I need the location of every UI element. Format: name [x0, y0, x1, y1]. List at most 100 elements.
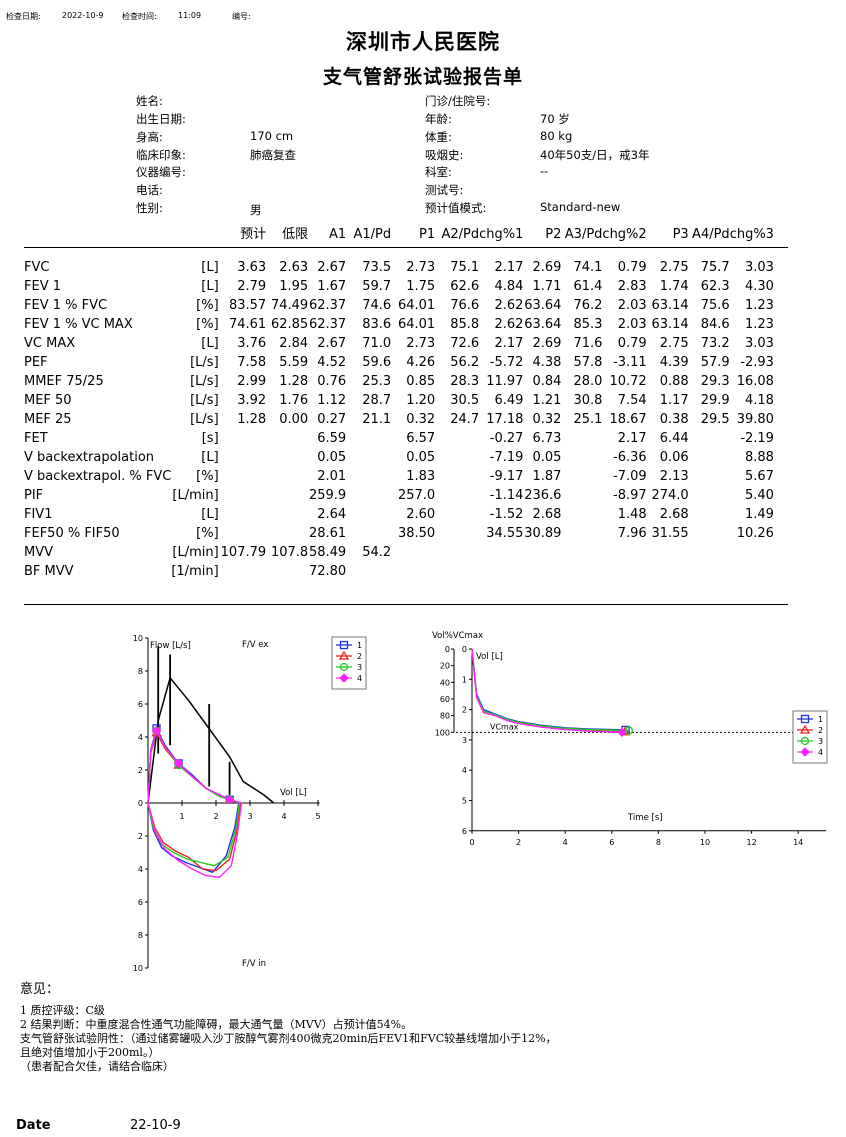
param-unit: [%] [196, 526, 219, 541]
legend-label: 4 [818, 748, 823, 757]
col-header: P1 [419, 226, 436, 242]
cell-value: 30.5 [450, 393, 480, 408]
cell-value: 0.88 [659, 374, 689, 389]
cell-value: 2.83 [617, 279, 647, 294]
x-tick-label: 1 [179, 812, 184, 821]
cell-value: 74.1 [573, 260, 603, 275]
param-name: FVC [24, 260, 50, 275]
table-row: VC MAX [L] 3.76 2.84 2.67 71.0 2.73 72.6 2.17 2.6… [24, 334, 774, 353]
table-top-divider [24, 247, 788, 248]
y-tick-label: 10 [133, 634, 143, 643]
percent-tick-label: 100 [435, 728, 450, 737]
cell-value: 3.63 [237, 260, 267, 275]
cell-value: 63.64 [524, 298, 562, 313]
series-marker [800, 714, 810, 724]
cell-value: 2.03 [617, 298, 647, 313]
y-tick-label: 1 [462, 675, 467, 684]
cell-value: 3.92 [237, 393, 267, 408]
param-name: MEF 50 [24, 393, 72, 408]
series-marker [224, 794, 235, 805]
cell-value: 4.30 [745, 279, 774, 294]
cell-value [391, 562, 435, 581]
param-unit: [L] [201, 336, 219, 351]
cell-value [561, 562, 602, 581]
percent-tick-label: 60 [440, 695, 450, 704]
param-unit: [L/s] [190, 412, 219, 427]
y-tick-label: 4 [462, 766, 467, 775]
cell-value: 1.71 [532, 279, 562, 294]
col-header: 预计 [240, 226, 267, 242]
cell-value: 56.2 [450, 355, 480, 370]
table-bottom-divider [24, 604, 788, 605]
cell-value: 0.32 [406, 412, 436, 427]
opinion-line: 且绝对值增加小于200ml。） [20, 1046, 160, 1059]
series-marker [339, 662, 349, 672]
cell-value: 10.26 [736, 526, 774, 541]
cell-value [435, 486, 479, 505]
x-tick-label: 3 [247, 812, 252, 821]
cell-value: 30.8 [573, 393, 603, 408]
legend-label: 2 [357, 652, 362, 661]
cell-value: 2.99 [237, 374, 267, 389]
cell-value: 74.49 [270, 298, 309, 313]
param-name: V backextrapolation [24, 450, 155, 465]
table-row: V backextrapol. % FVC [%] 2.01 1.83 -9.17 1.8… [24, 467, 774, 486]
legend-box [331, 636, 367, 690]
cell-value: 64.01 [397, 317, 436, 332]
cell-value: 25.3 [362, 374, 392, 389]
cell-value: 2.62 [494, 298, 524, 313]
x-tick-label: 12 [747, 838, 757, 847]
series-marker [800, 736, 810, 746]
check-time-label: 检查时间: [122, 12, 157, 21]
cell-value [346, 448, 391, 467]
series-marker [624, 726, 633, 735]
height-label: 身高: [136, 130, 163, 144]
cell-value: 5.67 [745, 469, 774, 484]
y-axis-label: Flow [L/s] [150, 641, 191, 651]
cell-value: 2.79 [237, 279, 267, 294]
col-header: A1/Pd [353, 226, 392, 242]
param-name: FEV 1 [24, 279, 61, 294]
cell-value: 3.03 [745, 260, 774, 275]
percent-tick-label: 40 [440, 678, 450, 687]
param-name: FEV 1 % FVC [24, 298, 108, 313]
cell-value: 75.7 [700, 260, 730, 275]
cell-value [689, 505, 730, 524]
cell-value [435, 429, 479, 448]
bottom-label: F/V in [242, 959, 266, 969]
cell-value [435, 448, 479, 467]
cell-value: 1.23 [745, 298, 774, 313]
percent-tick-label: 0 [445, 645, 450, 654]
col-header: chg%1 [479, 226, 524, 242]
cell-value: 6.73 [532, 431, 562, 446]
department-value: -- [540, 164, 549, 178]
cell-value: 28.7 [362, 393, 392, 408]
cell-value: 75.6 [700, 298, 730, 313]
flow-volume-loop [147, 728, 243, 878]
x-tick-label: 6 [609, 838, 614, 847]
cell-value [346, 486, 391, 505]
cell-value: -3.11 [613, 355, 647, 370]
y-tick-label: 6 [462, 827, 467, 836]
cell-value: 62.85 [270, 317, 309, 332]
cell-value: 2.67 [317, 336, 347, 351]
cell-value: 85.8 [450, 317, 480, 332]
table-row: MMEF 75/25 [L/s] 2.99 1.28 0.76 25.3 0.85 28.3 1… [24, 372, 774, 391]
cell-value: 1.28 [237, 412, 267, 427]
cell-value: 4.84 [494, 279, 524, 294]
cell-value: 3.76 [237, 336, 267, 351]
y-axis-label: Vol [L] [476, 652, 503, 662]
cell-value: 1.23 [745, 317, 774, 332]
cell-value: 24.7 [450, 412, 480, 427]
y-tick-label: 4 [138, 865, 143, 874]
footer-date-value: 22-10-9 [130, 1118, 181, 1133]
cell-value: -0.27 [489, 431, 524, 446]
param-name: FEV 1 % VC MAX [24, 317, 133, 332]
cell-value [266, 429, 308, 448]
cell-value [523, 562, 561, 581]
cell-value: 1.87 [532, 469, 562, 484]
cell-value: 5.40 [745, 488, 774, 503]
cell-value [435, 543, 479, 562]
cell-value [730, 543, 774, 562]
cell-value: -1.52 [489, 507, 524, 522]
